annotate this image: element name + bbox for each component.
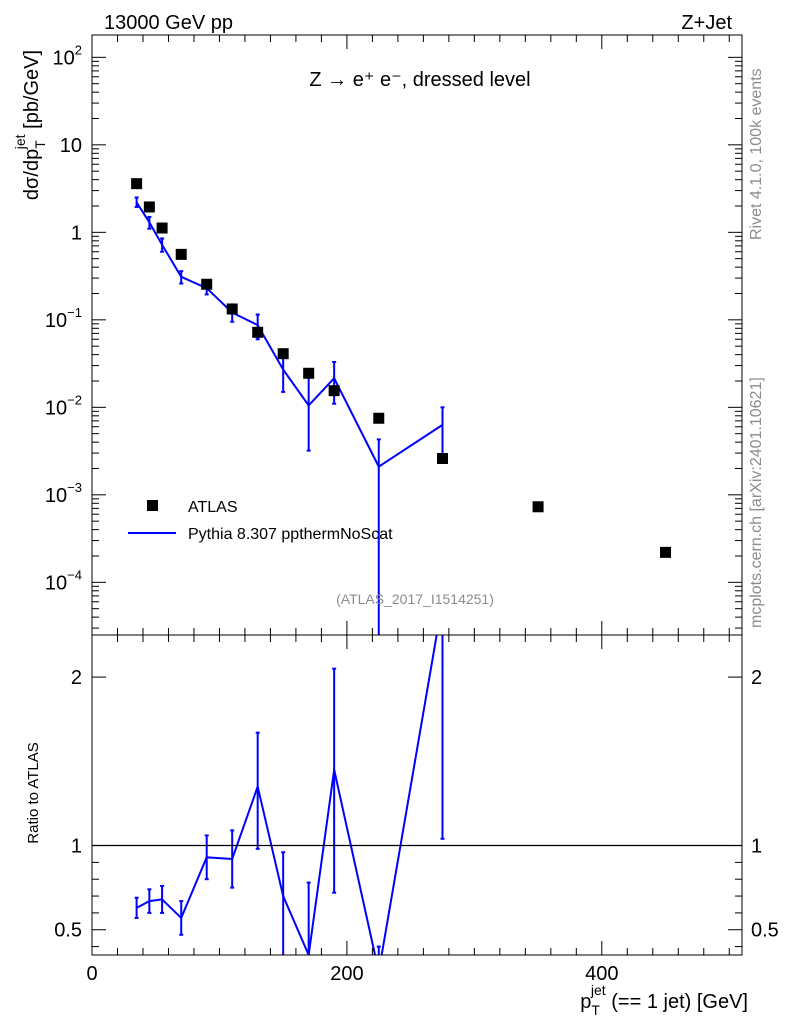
y-tick-label: 10: [60, 135, 82, 157]
y-tick-label-base: 10: [45, 397, 67, 419]
atlas-data-point: [303, 367, 315, 379]
legend-marker-atlas: [147, 500, 158, 511]
y-tick-label-exp: −3: [67, 480, 82, 495]
ratio-panel: 0.5 0.5 1 1 2 2 0 200 400 Ratio to ATLAS pTjet (…: [25, 634, 779, 1018]
y-tick-label: 10−1: [45, 305, 82, 332]
x-axis-label: pTjet (== 1 jet) [GeV]: [580, 982, 748, 1018]
y-tick-label-exp: −2: [67, 392, 82, 407]
ratio-y-tick-label: 1: [71, 836, 82, 858]
main-y-axis-label: dσ/dpTjet [pb/GeV]: [12, 50, 48, 200]
atlas-data-point: [328, 385, 340, 397]
atlas-data-point: [226, 303, 238, 315]
x-tick-label: 200: [330, 963, 363, 985]
y-tick-label: 102: [53, 42, 82, 69]
ratio-series-line: [136, 635, 438, 955]
ratio-data-layer: [134, 635, 445, 955]
y-tick-label: 1: [71, 222, 82, 244]
watermark: (ATLAS_2017_I1514251): [336, 591, 494, 607]
y-tick-label-base: 10: [45, 572, 67, 594]
ratio-axes: 0.5 0.5 1 1 2 2 0 200 400: [54, 635, 779, 985]
atlas-data-point: [252, 326, 264, 338]
main-frame: [91, 34, 743, 636]
atlas-data-point: [373, 412, 385, 424]
atlas-data-point: [143, 201, 155, 213]
legend: ATLAS Pythia 8.307 ppthermNoScat: [128, 499, 393, 543]
atlas-data-point: [277, 348, 289, 360]
pythia-series-line: [135, 201, 444, 469]
atlas-data-point: [660, 546, 672, 558]
atlas-data-point: [131, 178, 143, 190]
ratio-y-axis-label: Ratio to ATLAS: [25, 742, 42, 843]
ratio-y-tick-label-right: 2: [751, 667, 762, 689]
y-tick-label: 10−2: [45, 392, 82, 419]
atlas-data-point: [201, 278, 213, 290]
y-tick-label-base: 10: [53, 47, 75, 69]
y-tick-label: 10−3: [45, 480, 82, 507]
x-tick-label: 0: [86, 963, 97, 985]
main-title: Z → e⁺ e⁻, dressed level: [309, 69, 530, 91]
atlas-data-point: [436, 453, 448, 465]
rivet-label: Rivet 4.1.0, 100k events: [748, 68, 765, 240]
energy-label: 13000 GeV pp: [104, 12, 233, 34]
ratio-y-tick-label-right: 0.5: [751, 920, 779, 942]
ratio-y-tick-label: 2: [71, 667, 82, 689]
x-tick-label: 400: [585, 963, 618, 985]
y-tick-label-base: 10: [45, 485, 67, 507]
mcplots-label: mcplots.cern.ch [arXiv:2401.10621]: [748, 377, 765, 628]
legend-label-pythia: Pythia 8.307 ppthermNoScat: [188, 526, 393, 543]
main-data-layer: [131, 178, 672, 635]
process-label: Z+Jet: [681, 12, 732, 34]
y-tick-label-exp: −1: [67, 305, 82, 320]
y-tick-label-exp: 2: [75, 42, 82, 57]
atlas-data-point: [175, 248, 187, 260]
y-tick-label-exp: −4: [67, 567, 82, 582]
ratio-y-tick-label: 0.5: [54, 920, 82, 942]
atlas-data-point: [532, 501, 544, 513]
atlas-data-point: [156, 222, 168, 234]
ratio-frame: [91, 634, 743, 956]
ratio-y-tick-label-right: 1: [751, 836, 762, 858]
y-tick-label-base: 10: [45, 310, 67, 332]
y-tick-label: 10−4: [45, 567, 82, 594]
legend-label-atlas: ATLAS: [188, 499, 238, 516]
